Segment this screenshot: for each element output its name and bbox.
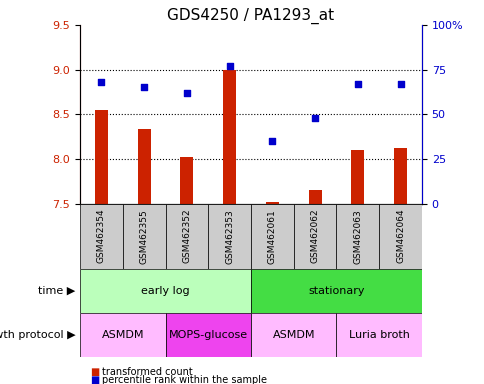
Text: stationary: stationary [308,286,364,296]
Bar [180,157,193,204]
Bar [336,204,378,269]
Point [396,81,404,87]
Bar [165,204,208,269]
Point [268,138,276,144]
Text: early log: early log [141,286,189,296]
Text: GSM462355: GSM462355 [139,209,148,263]
Bar [95,110,107,204]
Point [140,84,148,91]
Bar [80,204,122,269]
Text: GSM462062: GSM462062 [310,209,319,263]
Bar [265,202,278,204]
Text: ASMDM: ASMDM [272,330,314,340]
Point [182,90,190,96]
Point [311,115,318,121]
Text: transformed count: transformed count [102,367,192,377]
Text: GSM462353: GSM462353 [225,209,234,263]
Point [353,81,361,87]
Bar [223,70,236,204]
Bar [251,313,336,357]
Text: GSM462063: GSM462063 [353,209,362,263]
Text: MOPS-glucose: MOPS-glucose [168,330,247,340]
Bar [80,313,165,357]
Bar [351,150,363,204]
Bar [122,204,165,269]
Text: GSM462352: GSM462352 [182,209,191,263]
Text: Luria broth: Luria broth [348,330,409,340]
Bar [165,313,251,357]
Bar [336,313,421,357]
Text: percentile rank within the sample: percentile rank within the sample [102,375,266,384]
Bar [137,129,150,204]
Point [97,79,105,85]
Bar [251,269,421,313]
Text: ASMDM: ASMDM [101,330,144,340]
Bar [308,190,321,204]
Title: GDS4250 / PA1293_at: GDS4250 / PA1293_at [167,7,334,23]
Bar [393,148,406,204]
Bar [208,204,251,269]
Point [225,63,233,69]
Bar [293,204,336,269]
Bar [378,204,421,269]
Text: ■: ■ [90,367,99,377]
Text: GSM462064: GSM462064 [395,209,404,263]
Text: time ▶: time ▶ [38,286,75,296]
Text: GSM462354: GSM462354 [97,209,106,263]
Bar [251,204,293,269]
Text: growth protocol ▶: growth protocol ▶ [0,330,75,340]
Text: GSM462061: GSM462061 [267,209,276,263]
Bar [80,269,251,313]
Text: ■: ■ [90,375,99,384]
